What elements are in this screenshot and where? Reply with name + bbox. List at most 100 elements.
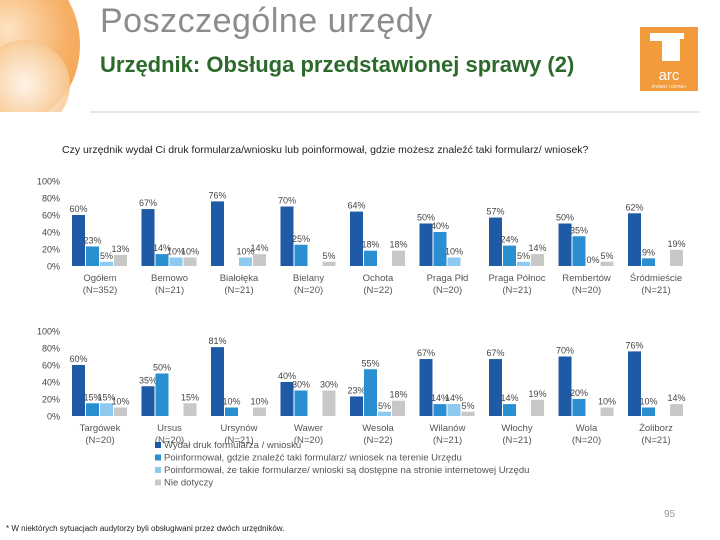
data-label: 19% [528, 389, 546, 399]
bar-nie-dotyczy [253, 407, 266, 416]
data-label: 62% [625, 202, 643, 212]
bar-na-terenie [572, 399, 586, 416]
x-category-n: (N=21) [502, 285, 531, 296]
x-category-n: (N=22) [363, 435, 392, 446]
survey-question: Czy urzędnik wydał Ci druk formularza/wn… [62, 144, 589, 156]
data-label: 14% [445, 393, 463, 403]
data-label: 81% [208, 336, 226, 346]
data-label: 50% [556, 213, 574, 223]
bar-nie-dotyczy [600, 407, 614, 416]
data-label: 20% [570, 388, 588, 398]
data-label: 0% [586, 255, 599, 265]
bar-nie-dotyczy [461, 411, 475, 416]
y-tick-label: 100% [37, 177, 60, 187]
data-label: 10% [445, 247, 463, 257]
bar-na-terenie [642, 407, 655, 416]
data-label: 35% [139, 375, 157, 385]
data-label: 5% [100, 251, 113, 261]
x-category-label: Ogółem [83, 273, 116, 284]
data-label: 67% [486, 348, 504, 358]
y-tick-label: 0% [47, 262, 60, 272]
x-category-n: (N=20) [433, 285, 462, 296]
data-label: 18% [389, 240, 407, 250]
y-tick-label: 80% [42, 194, 60, 204]
y-tick-label: 100% [37, 327, 60, 337]
data-label: 60% [69, 204, 87, 214]
data-label: 40% [278, 371, 296, 381]
data-label: 60% [69, 354, 87, 364]
bar-strona [100, 261, 113, 266]
bar-wydal [558, 223, 572, 266]
y-tick-label: 40% [42, 378, 60, 388]
bar-wydal [72, 215, 85, 266]
data-label: 15% [97, 392, 115, 402]
x-category-label: Bielany [293, 273, 324, 284]
x-category-label: Śródmieście [630, 272, 682, 284]
bar-strona [100, 403, 113, 416]
data-label: 5% [378, 401, 391, 411]
x-category-label: Targówek [80, 423, 121, 434]
bar-wydal [211, 347, 224, 416]
page-number: 95 [664, 509, 676, 520]
x-category-n: (N=352) [83, 285, 118, 296]
bar-nie-dotyczy [392, 400, 405, 416]
x-category-n: (N=20) [294, 285, 323, 296]
bar-strona [447, 257, 461, 266]
bar-na-terenie [433, 232, 447, 266]
x-category-label: Ursynów [221, 423, 258, 434]
bar-na-terenie [642, 258, 655, 266]
x-category-n: (N=20) [155, 435, 184, 446]
bar-strona [447, 404, 461, 416]
bar-nie-dotyczy [114, 254, 127, 266]
bar-wydal [72, 365, 85, 416]
data-label: 10% [639, 397, 657, 407]
x-category-n: (N=21) [433, 435, 462, 446]
data-label: 23% [83, 235, 101, 245]
x-category-label: Wawer [294, 423, 323, 434]
legend-label-strona: Poinformował, że takie formularze/ wnios… [164, 465, 529, 476]
bar-wydal [141, 386, 155, 416]
data-label: 10% [250, 397, 268, 407]
bar-na-terenie [86, 246, 99, 266]
x-category-label: Wilanów [430, 423, 466, 434]
legend-swatch-na-terenie [155, 454, 161, 461]
data-label: 70% [278, 196, 296, 206]
data-label: 67% [139, 198, 157, 208]
data-label: 55% [361, 358, 379, 368]
data-label: 23% [347, 385, 365, 395]
data-label: 30% [292, 380, 310, 390]
logo-text: arc [659, 67, 680, 84]
x-category-n: (N=21) [224, 435, 253, 446]
y-tick-label: 40% [42, 228, 60, 238]
arc-logo: arc RYNEK I OPINIA [640, 27, 698, 91]
data-label: 70% [556, 346, 574, 356]
footnote: * W niektórych sytuacjach audytorzy byli… [6, 524, 285, 533]
data-label: 18% [389, 390, 407, 400]
x-category-n: (N=20) [572, 435, 601, 446]
bar-nie-dotyczy [322, 261, 336, 266]
x-category-label: Praga Północ [488, 273, 545, 284]
x-category-n: (N=20) [572, 285, 601, 296]
bar-na-terenie [86, 403, 99, 416]
legend-swatch-strona [155, 467, 161, 473]
bar-nie-dotyczy [322, 390, 336, 416]
x-category-n: (N=21) [224, 285, 253, 296]
data-label: 30% [320, 380, 338, 390]
bar-wydal [628, 213, 641, 266]
bar-wydal [419, 223, 433, 266]
bar-nie-dotyczy [183, 257, 197, 266]
y-tick-label: 20% [42, 395, 60, 405]
bar-nie-dotyczy [531, 254, 544, 266]
bar-na-terenie [155, 373, 169, 416]
bar-nie-dotyczy [600, 261, 614, 266]
bar-na-terenie [503, 245, 516, 266]
bar-nie-dotyczy [531, 399, 544, 416]
data-label: 50% [417, 213, 435, 223]
x-category-n: (N=21) [641, 285, 670, 296]
bar-na-terenie [294, 390, 308, 416]
y-tick-label: 60% [42, 361, 60, 371]
x-category-n: (N=20) [85, 435, 114, 446]
data-label: 15% [83, 392, 101, 402]
x-category-n: (N=21) [502, 435, 531, 446]
x-category-label: Białołęka [220, 273, 259, 284]
